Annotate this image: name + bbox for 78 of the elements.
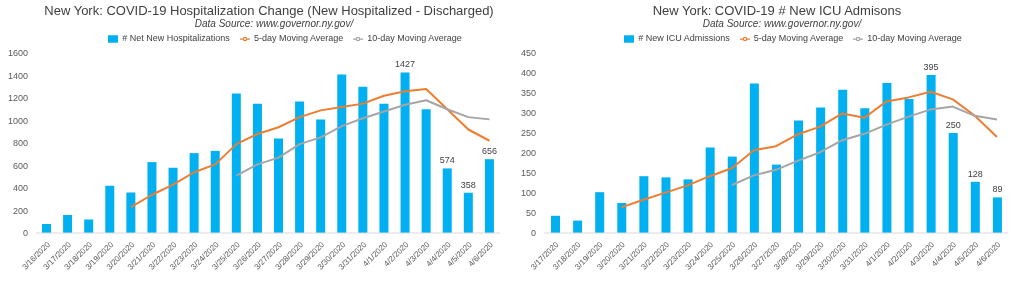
- bar: [904, 99, 914, 233]
- bar: [727, 156, 737, 233]
- line-series: [730, 105, 998, 186]
- bar: [210, 150, 220, 233]
- bar: [316, 119, 326, 233]
- legend-label: 10-day Moving Average: [867, 33, 962, 43]
- data-label: 574: [439, 155, 455, 166]
- bar: [126, 192, 136, 233]
- y-tick-label: 250: [520, 128, 536, 139]
- data-label: 358: [460, 179, 476, 190]
- y-tick-label: 0: [22, 228, 28, 239]
- legend-label: 5-day Moving Average: [753, 33, 844, 43]
- bar: [484, 159, 494, 233]
- bar: [661, 177, 671, 233]
- bar: [926, 75, 936, 233]
- y-tick-label: 200: [520, 148, 536, 159]
- bar: [948, 133, 958, 233]
- bar: [63, 215, 73, 233]
- bar: [551, 215, 560, 233]
- y-tick-label: 150: [520, 168, 536, 179]
- bar: [442, 168, 452, 233]
- y-tick-label: 1200: [7, 93, 28, 104]
- bar: [794, 120, 804, 233]
- data-label: 89: [992, 184, 1003, 195]
- y-tick-label: 0: [530, 228, 536, 239]
- chart-subtitle: Data Source: www.governor.ny.gov/: [193, 18, 355, 29]
- data-label: 395: [923, 62, 939, 72]
- y-tick-label: 100: [520, 188, 536, 199]
- bar: [252, 103, 262, 233]
- bar: [860, 108, 870, 233]
- y-tick-label: 1000: [7, 115, 28, 126]
- y-tick-label: 300: [520, 108, 536, 119]
- bar: [992, 197, 1002, 233]
- bar: [970, 181, 980, 233]
- bar: [639, 176, 649, 233]
- bar: [595, 192, 605, 233]
- bar: [816, 107, 826, 233]
- bar: [379, 103, 389, 233]
- chart-title: New York: COVID-19 Hospitalization Change (New Hospitalized - Discharged): [43, 2, 495, 18]
- legend-label: 5-day Moving Average: [253, 33, 344, 43]
- y-tick-label: 1400: [7, 70, 28, 81]
- bar: [882, 83, 892, 233]
- bar: [168, 167, 178, 233]
- bar: [749, 83, 759, 233]
- bar: [147, 162, 157, 233]
- y-tick-label: 450: [520, 48, 536, 59]
- bar: [231, 93, 241, 233]
- bar: [705, 147, 715, 233]
- bar: [617, 203, 627, 233]
- y-tick-label: 50: [525, 208, 536, 219]
- legend-label: 10-day Moving Average: [367, 33, 462, 43]
- bar: [358, 86, 368, 233]
- bar: [274, 138, 283, 233]
- y-tick-label: 800: [12, 138, 28, 149]
- chart-subtitle: Data Source: www.governor.ny.gov/: [701, 18, 863, 29]
- data-label: 250: [945, 120, 961, 130]
- y-tick-label: 200: [12, 205, 28, 216]
- bar: [421, 109, 431, 233]
- bar: [771, 164, 781, 233]
- bar: [295, 101, 305, 233]
- data-label: 128: [967, 168, 983, 179]
- y-tick-label: 1600: [7, 48, 28, 59]
- bar: [683, 179, 693, 233]
- bar: [189, 153, 199, 233]
- bar: [337, 74, 347, 233]
- bar: [463, 192, 473, 233]
- legend-label: # Net New Hospitalizations: [122, 33, 230, 43]
- bar: [105, 185, 115, 233]
- bar: [838, 89, 848, 233]
- y-tick-label: 600: [12, 160, 28, 171]
- bar: [400, 72, 410, 233]
- y-tick-label: 350: [520, 88, 536, 99]
- chart-title: New York: COVID-19 # New ICU Admisons: [651, 2, 903, 18]
- legend-label: # New ICU Admissions: [638, 33, 730, 43]
- y-tick-label: 400: [12, 183, 28, 194]
- data-label: 656: [481, 146, 497, 157]
- data-label: 1427: [395, 59, 416, 70]
- y-tick-label: 400: [520, 68, 536, 79]
